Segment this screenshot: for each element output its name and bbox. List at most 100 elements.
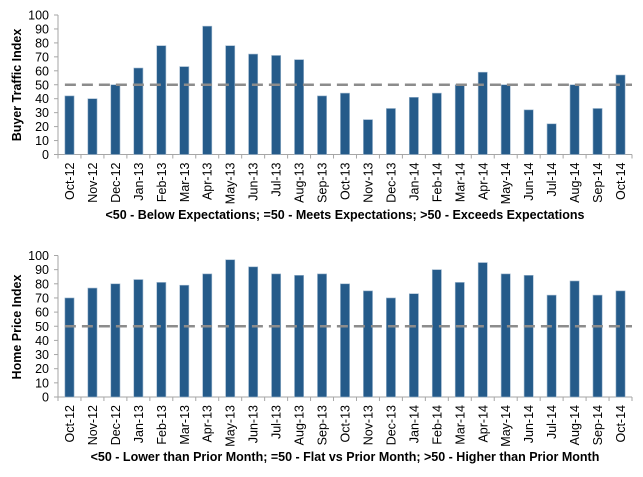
x-tick-label: Oct-13 xyxy=(339,162,353,200)
bar-oct-14 xyxy=(615,74,626,155)
bar-mar-13 xyxy=(179,66,190,155)
x-tick-label: Aug-13 xyxy=(293,162,307,202)
bar-jul-13 xyxy=(271,55,282,155)
x-tick-label: Oct-14 xyxy=(614,162,628,200)
y-tick-label: 80 xyxy=(35,277,49,291)
bar-dec-12 xyxy=(110,84,121,155)
x-tick-label: Oct-12 xyxy=(63,405,77,443)
x-tick-label: Apr-14 xyxy=(476,162,490,200)
x-tick-label: Sep-13 xyxy=(316,162,330,202)
bar-apr-13 xyxy=(202,273,213,398)
bar-nov-12 xyxy=(87,287,98,398)
home-price-chart: Home Price Index <50 - Lower than Prior … xyxy=(10,249,633,464)
x-tick-label: Feb-13 xyxy=(155,405,169,445)
x-tick-label: Apr-13 xyxy=(201,162,215,200)
x-tick-label: Feb-14 xyxy=(430,405,444,445)
x-tick-label: Jul-13 xyxy=(270,405,284,439)
x-tick-label: Nov-12 xyxy=(86,405,100,445)
bar-jul-13 xyxy=(271,273,282,398)
bar-apr-13 xyxy=(202,25,213,155)
bar-oct-12 xyxy=(64,297,75,398)
x-tick-label: Mar-13 xyxy=(178,405,192,445)
bar-apr-14 xyxy=(477,71,488,155)
x-tick-label: Oct-12 xyxy=(63,162,77,200)
y-tick-label: 40 xyxy=(35,92,49,106)
bar-jun-13 xyxy=(248,53,259,155)
x-tick-label: Sep-13 xyxy=(316,405,330,445)
bar-oct-13 xyxy=(340,92,350,155)
bar-dec-12 xyxy=(110,283,121,398)
x-tick-label: Nov-13 xyxy=(361,405,375,445)
x-axis-note: <50 - Below Expectations; =50 - Meets Ex… xyxy=(105,208,584,222)
bar-dec-13 xyxy=(386,108,396,155)
y-tick-label: 10 xyxy=(35,134,49,148)
y-tick-label: 100 xyxy=(28,249,49,263)
y-tick-label: 70 xyxy=(35,50,49,64)
x-tick-label: Mar-13 xyxy=(178,162,192,202)
bar-mar-13 xyxy=(179,284,190,398)
bar-jan-13 xyxy=(133,67,144,155)
bar-aug-14 xyxy=(569,84,580,155)
x-tick-label: Feb-14 xyxy=(430,162,444,202)
x-tick-label: Sep-14 xyxy=(591,405,605,445)
bar-jul-14 xyxy=(546,294,557,398)
bar-jun-13 xyxy=(248,266,259,398)
y-axis-title: Buyer Traffic Index xyxy=(10,29,24,142)
x-tick-label: Aug-14 xyxy=(568,162,582,202)
y-tick-label: 0 xyxy=(42,148,49,162)
bar-mar-14 xyxy=(454,282,465,398)
y-tick-label: 60 xyxy=(35,306,49,320)
x-tick-label: Feb-13 xyxy=(155,162,169,202)
x-tick-label: May-13 xyxy=(224,405,238,447)
x-tick-label: May-13 xyxy=(224,162,238,204)
buyer-traffic-chart: Buyer Traffic Index <50 - Below Expectat… xyxy=(10,9,633,222)
bar-oct-13 xyxy=(340,283,350,398)
bar-dec-13 xyxy=(386,297,396,398)
y-tick-label: 70 xyxy=(35,291,49,305)
bar-jul-14 xyxy=(546,123,557,155)
bar-sep-13 xyxy=(317,95,327,155)
y-tick-label: 80 xyxy=(35,36,49,50)
bar-may-13 xyxy=(225,45,236,155)
bar-feb-13 xyxy=(156,282,167,398)
x-tick-label: Mar-14 xyxy=(453,162,467,202)
x-tick-label: Sep-14 xyxy=(591,162,605,202)
x-tick-label: Jul-14 xyxy=(545,162,559,196)
x-tick-label: May-14 xyxy=(499,162,513,204)
bar-mar-14 xyxy=(454,84,465,155)
y-tick-label: 0 xyxy=(42,391,49,405)
x-tick-label: Dec-12 xyxy=(109,162,123,202)
bar-oct-14 xyxy=(615,290,626,398)
x-tick-label: Apr-13 xyxy=(201,405,215,443)
x-tick-label: Nov-12 xyxy=(86,162,100,202)
bar-feb-13 xyxy=(156,45,167,155)
bar-may-14 xyxy=(500,84,511,155)
bar-aug-13 xyxy=(294,59,304,155)
bar-aug-13 xyxy=(294,275,304,398)
x-tick-label: Aug-14 xyxy=(568,405,582,445)
x-tick-label: Jun-13 xyxy=(247,405,261,443)
x-tick-label: Apr-14 xyxy=(476,405,490,443)
bar-sep-14 xyxy=(592,294,603,398)
y-tick-label: 100 xyxy=(28,9,49,23)
bar-may-14 xyxy=(500,273,511,398)
x-tick-label: Jun-13 xyxy=(247,162,261,200)
bar-jan-14 xyxy=(408,293,419,398)
bar-nov-13 xyxy=(363,290,373,398)
bar-nov-12 xyxy=(87,98,98,155)
x-tick-label: Jan-14 xyxy=(407,162,421,200)
x-tick-label: Dec-13 xyxy=(384,405,398,445)
bar-jun-14 xyxy=(523,109,534,155)
bar-feb-14 xyxy=(431,92,442,155)
bar-aug-14 xyxy=(569,280,580,398)
y-tick-label: 50 xyxy=(35,320,49,334)
x-tick-label: Oct-14 xyxy=(614,405,628,443)
bar-sep-13 xyxy=(317,273,327,398)
x-tick-label: Aug-13 xyxy=(293,405,307,445)
x-tick-label: Jul-13 xyxy=(270,162,284,196)
bar-may-13 xyxy=(225,259,236,398)
x-tick-label: Dec-13 xyxy=(384,162,398,202)
x-tick-label: Jun-14 xyxy=(522,162,536,200)
y-tick-label: 90 xyxy=(35,22,49,36)
